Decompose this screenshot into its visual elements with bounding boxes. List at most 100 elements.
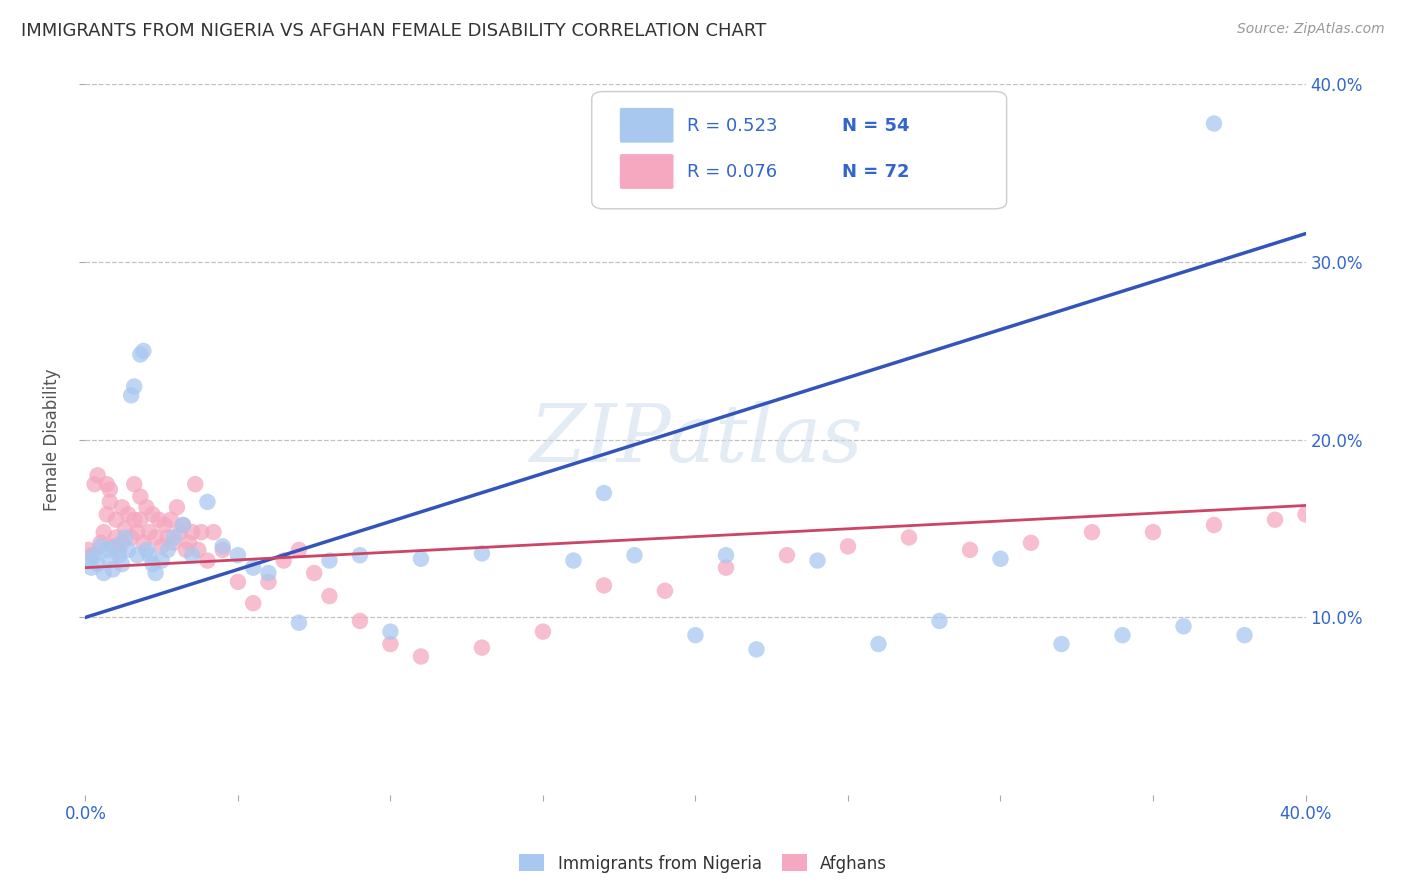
Point [104, 513, 127, 527]
Point [114, 531, 136, 545]
Point [108, 542, 131, 557]
Point [1050, 637, 1073, 651]
Point [148, 513, 170, 527]
Text: IMMIGRANTS FROM NIGERIA VS AFGHAN FEMALE DISABILITY CORRELATION CHART: IMMIGRANTS FROM NIGERIA VS AFGHAN FEMALE… [21, 22, 766, 40]
Point [409, 649, 432, 664]
Point [77, 553, 100, 567]
FancyBboxPatch shape [620, 108, 673, 143]
Point [806, 553, 828, 567]
Point [184, 477, 207, 491]
Point [471, 546, 494, 560]
Point [169, 525, 191, 540]
Point [141, 508, 163, 522]
Point [226, 548, 249, 562]
Point [531, 624, 554, 639]
Point [129, 490, 152, 504]
Point [202, 525, 225, 540]
Point [145, 531, 167, 545]
Point [122, 477, 145, 491]
Text: R = 0.523: R = 0.523 [688, 117, 778, 135]
Point [135, 500, 157, 515]
Point [108, 548, 131, 562]
Point [593, 486, 616, 500]
Point [959, 542, 981, 557]
Point [166, 500, 188, 515]
Point [122, 379, 145, 393]
Point [1111, 628, 1133, 642]
Point [242, 560, 264, 574]
Point [776, 548, 799, 562]
Point [1233, 628, 1256, 642]
Point [1202, 116, 1225, 130]
Point [349, 548, 371, 562]
Point [96, 477, 118, 491]
Point [471, 640, 494, 655]
Point [174, 542, 197, 557]
Point [156, 542, 179, 557]
Point [145, 566, 167, 580]
Point [163, 536, 186, 550]
Point [111, 500, 134, 515]
Point [96, 542, 118, 557]
Point [187, 542, 209, 557]
Point [380, 637, 402, 651]
Point [93, 566, 115, 580]
Point [868, 637, 890, 651]
Point [1173, 619, 1195, 633]
Point [349, 614, 371, 628]
FancyBboxPatch shape [592, 92, 1007, 209]
Point [141, 557, 163, 571]
Point [211, 542, 233, 557]
Point [93, 525, 115, 540]
Point [179, 536, 201, 550]
Point [90, 536, 112, 550]
Point [98, 483, 121, 497]
Point [80, 560, 103, 574]
Point [318, 553, 340, 567]
Point [104, 531, 127, 545]
Text: N = 54: N = 54 [842, 117, 910, 135]
Point [380, 624, 402, 639]
Point [685, 628, 707, 642]
Point [623, 548, 645, 562]
Point [120, 388, 142, 402]
Point [138, 548, 160, 562]
Point [127, 525, 149, 540]
Point [197, 553, 219, 567]
Point [90, 539, 112, 553]
Point [86, 468, 108, 483]
Point [197, 495, 219, 509]
Point [181, 525, 204, 540]
Point [257, 566, 280, 580]
Y-axis label: Female Disability: Female Disability [44, 368, 60, 511]
Point [83, 548, 105, 562]
Point [117, 508, 139, 522]
Point [242, 596, 264, 610]
Point [714, 560, 737, 574]
Point [714, 548, 737, 562]
Point [160, 513, 183, 527]
Text: ZIPatlas: ZIPatlas [529, 401, 862, 478]
Point [86, 557, 108, 571]
Point [257, 574, 280, 589]
Point [1019, 536, 1042, 550]
Point [990, 551, 1012, 566]
Point [83, 477, 105, 491]
Point [837, 539, 859, 553]
Point [654, 583, 676, 598]
Point [138, 525, 160, 540]
Point [114, 522, 136, 536]
FancyBboxPatch shape [620, 154, 673, 189]
Point [318, 589, 340, 603]
Point [104, 539, 127, 553]
Point [745, 642, 768, 657]
Point [302, 566, 325, 580]
Point [181, 548, 204, 562]
Point [132, 536, 155, 550]
Point [898, 531, 921, 545]
Point [562, 553, 585, 567]
Text: Source: ZipAtlas.com: Source: ZipAtlas.com [1237, 22, 1385, 37]
Point [150, 553, 173, 567]
Point [156, 531, 179, 545]
Point [211, 539, 233, 553]
